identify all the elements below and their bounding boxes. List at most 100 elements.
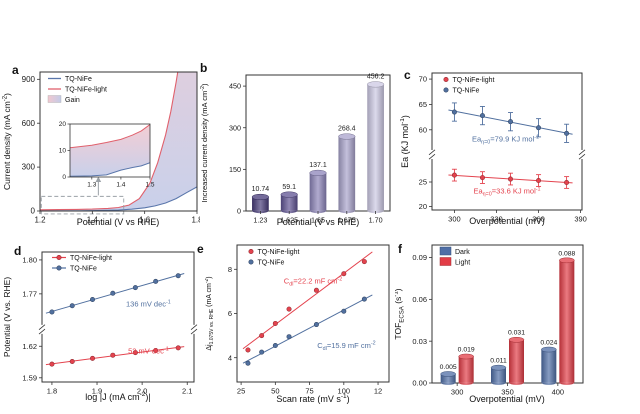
- svg-text:0.09: 0.09: [412, 253, 427, 262]
- svg-text:50: 50: [271, 387, 279, 396]
- svg-text:TQ-NiFe-light: TQ-NiFe-light: [258, 249, 300, 256]
- svg-text:Increased current density (mA: Increased current density (mA cm-2): [200, 83, 209, 203]
- svg-text:1.23: 1.23: [253, 216, 267, 225]
- chart-b-increased-current: Potential (V vs RHE) Increased current de…: [200, 74, 391, 227]
- svg-text:1.70: 1.70: [369, 216, 383, 225]
- svg-text:Δj1.075V vs. RHE (mA cm-2): Δj1.075V vs. RHE (mA cm-2): [205, 276, 215, 350]
- svg-text:Potential (V vs RHE): Potential (V vs RHE): [77, 217, 160, 227]
- svg-text:0.00: 0.00: [412, 379, 427, 388]
- svg-text:1.8: 1.8: [47, 387, 57, 396]
- svg-text:1.625: 1.625: [280, 216, 298, 225]
- svg-text:20: 20: [419, 202, 427, 211]
- svg-text:log |J (mA cm-2)|: log |J (mA cm-2)|: [85, 391, 150, 402]
- svg-text:Eaη=0=33.6 KJ mol-1: Eaη=0=33.6 KJ mol-1: [473, 186, 540, 197]
- svg-text:Gain: Gain: [65, 97, 80, 104]
- svg-text:Overpotential (mV): Overpotential (mV): [469, 394, 545, 404]
- svg-text:300: 300: [451, 388, 464, 397]
- svg-text:390: 390: [574, 215, 587, 224]
- svg-text:Potential (V vs. RHE): Potential (V vs. RHE): [2, 277, 12, 357]
- svg-text:137.1: 137.1: [309, 162, 327, 169]
- svg-text:12: 12: [374, 387, 382, 396]
- svg-text:1.3: 1.3: [87, 182, 96, 189]
- svg-text:TOFECSA (s-1): TOFECSA (s-1): [395, 288, 405, 339]
- panel-label-d: d: [14, 244, 22, 258]
- svg-text:300: 300: [22, 163, 36, 172]
- svg-text:100: 100: [338, 387, 351, 396]
- svg-text:1.4: 1.4: [116, 182, 125, 189]
- svg-text:0.06: 0.06: [412, 295, 427, 304]
- panel-d: log |J (mA cm-2)| Potential (V vs. RHE) 1.…: [0, 240, 200, 414]
- svg-text:Current density (mA cm-2): Current density (mA cm-2): [1, 93, 12, 190]
- svg-text:0.024: 0.024: [540, 339, 557, 346]
- svg-text:25: 25: [419, 178, 427, 187]
- svg-text:400: 400: [552, 388, 565, 397]
- svg-text:Scan rate (mV s-1): Scan rate (mV s-1): [276, 393, 349, 404]
- svg-text:Potential (V vs RHE): Potential (V vs RHE): [277, 217, 360, 227]
- svg-text:52 mV dec-1: 52 mV dec-1: [128, 346, 169, 355]
- svg-text:TQ-NiFe: TQ-NiFe: [65, 76, 92, 83]
- svg-text:0: 0: [31, 207, 36, 216]
- svg-text:1.9: 1.9: [92, 387, 102, 396]
- svg-text:0.031: 0.031: [508, 330, 525, 337]
- svg-text:75: 75: [305, 387, 313, 396]
- svg-text:TQ-NiFe-light: TQ-NiFe-light: [65, 87, 107, 94]
- svg-text:Overpotential (mV): Overpotential (mV): [469, 216, 545, 226]
- svg-text:600: 600: [22, 119, 36, 128]
- svg-text:300: 300: [448, 215, 461, 224]
- svg-text:TQ-NiFe-light: TQ-NiFe-light: [453, 77, 495, 84]
- svg-text:1.8: 1.8: [191, 216, 200, 225]
- svg-text:268.4: 268.4: [338, 126, 356, 133]
- svg-text:Ea (KJ mol-1): Ea (KJ mol-1): [400, 115, 410, 168]
- svg-text:20: 20: [59, 121, 67, 128]
- svg-text:300: 300: [229, 123, 241, 132]
- chart-c-activation-energy: Overpotential (mV) Ea (KJ mol-1) 300 330 360…: [399, 72, 587, 226]
- svg-text:1.62: 1.62: [22, 342, 37, 351]
- svg-text:330: 330: [490, 215, 503, 224]
- svg-text:0.011: 0.011: [490, 358, 507, 365]
- svg-text:59.1: 59.1: [282, 184, 296, 191]
- panel-b: Potential (V vs RHE) Increased current de…: [200, 45, 395, 240]
- svg-text:Cdl=22.2 mF cm-2: Cdl=22.2 mF cm-2: [284, 276, 342, 287]
- panel-a: Potential (V vs RHE) Current density (mA …: [0, 45, 203, 240]
- svg-text:0.088: 0.088: [558, 250, 575, 257]
- svg-text:TQ-NiFe: TQ-NiFe: [453, 88, 480, 95]
- svg-text:TQ-NiFe: TQ-NiFe: [70, 266, 97, 273]
- svg-text:TQ-NiFe-light: TQ-NiFe-light: [70, 255, 112, 262]
- svg-text:150: 150: [229, 165, 241, 174]
- svg-text:136 mV dec-1: 136 mV dec-1: [126, 300, 171, 309]
- svg-text:8: 8: [228, 265, 232, 274]
- svg-text:Dark: Dark: [455, 249, 470, 256]
- svg-text:360: 360: [532, 215, 545, 224]
- svg-text:1.59: 1.59: [22, 373, 37, 382]
- svg-text:1.675: 1.675: [338, 216, 356, 225]
- svg-text:900: 900: [22, 75, 36, 84]
- svg-text:65: 65: [419, 100, 427, 109]
- chart-a-lsv: Potential (V vs RHE) Current density (mA …: [1, 71, 203, 227]
- panel-label-e: e: [197, 242, 204, 256]
- svg-text:1.80: 1.80: [22, 256, 37, 265]
- chart-f-tof: Overpotential (mV) TOFECSA (s-1) 0.00 0.03 0…: [392, 244, 584, 404]
- svg-text:Light: Light: [455, 260, 470, 267]
- svg-text:0: 0: [237, 207, 241, 216]
- svg-text:60: 60: [419, 125, 427, 134]
- panel-f: Overpotential (mV) TOFECSA (s-1) 0.00 0.03 0…: [392, 240, 640, 414]
- chart-d-tafel: log |J (mA cm-2)| Potential (V vs. RHE) 1.…: [2, 251, 198, 402]
- svg-text:0.005: 0.005: [440, 364, 457, 371]
- svg-text:Eaη=0=79.9 KJ mol-1: Eaη=0=79.9 KJ mol-1: [472, 134, 539, 145]
- svg-text:Cdl=15.9 mF cm-2: Cdl=15.9 mF cm-2: [317, 341, 375, 352]
- chart-e-cdl: Scan rate (mV s-1) Δj1.075V vs. RHE (mA c…: [204, 244, 390, 404]
- svg-text:0.019: 0.019: [458, 346, 475, 353]
- svg-text:70: 70: [419, 75, 427, 84]
- svg-text:1.5: 1.5: [145, 182, 154, 189]
- svg-text:456.2: 456.2: [367, 74, 385, 81]
- svg-text:2.0: 2.0: [137, 387, 147, 396]
- panel-label-b: b: [200, 61, 208, 75]
- panel-e: Scan rate (mV s-1) Δj1.075V vs. RHE (mA c…: [204, 240, 395, 414]
- svg-text:0: 0: [62, 174, 66, 181]
- svg-text:1.4: 1.4: [87, 216, 99, 225]
- svg-text:2.1: 2.1: [182, 387, 192, 396]
- panel-label-c: c: [404, 68, 411, 82]
- svg-text:1.65: 1.65: [311, 216, 325, 225]
- svg-text:1.2: 1.2: [34, 216, 46, 225]
